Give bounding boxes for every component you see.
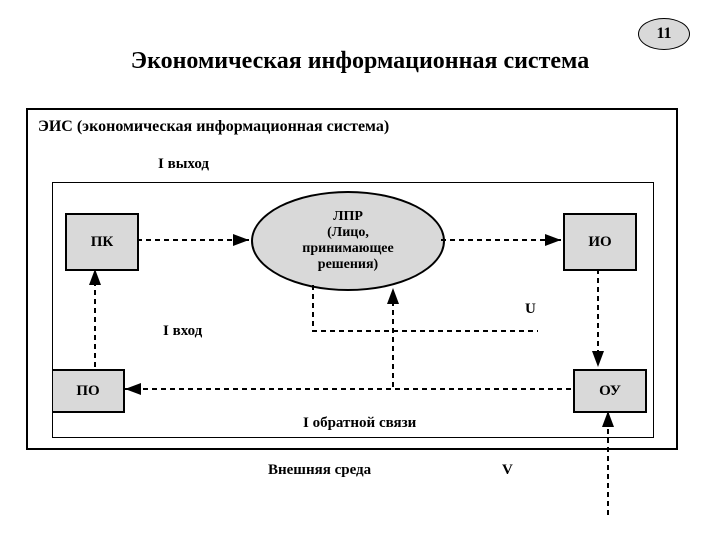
edge-oy-lpr-feedback	[393, 288, 571, 389]
node-po-label: ПО	[76, 383, 99, 400]
node-io-label: ИО	[588, 234, 611, 251]
label-v: V	[502, 462, 513, 479]
node-io: ИО	[563, 213, 637, 271]
page-title: Экономическая информационная система	[0, 48, 720, 75]
node-pk: ПК	[65, 213, 139, 271]
outer-frame: ЭИС (экономическая информационная систем…	[26, 108, 678, 450]
label-env: Внешняя среда	[268, 462, 371, 479]
label-i-in: I вход	[163, 323, 202, 340]
node-oy-label: ОУ	[599, 383, 621, 400]
label-i-out: I выход	[158, 156, 209, 173]
label-u: U	[525, 301, 536, 318]
page-number-badge: 11	[638, 18, 690, 50]
node-lpr: ЛПР (Лицо, принимающее решения)	[251, 191, 445, 291]
node-pk-label: ПК	[91, 234, 114, 251]
node-oy: ОУ	[573, 369, 647, 413]
subtitle: ЭИС (экономическая информационная систем…	[38, 118, 389, 136]
inner-frame: ПК ЛПР (Лицо, принимающее решения) ИО ПО…	[52, 182, 654, 438]
label-i-feedback: I обратной связи	[303, 415, 416, 432]
node-po: ПО	[53, 369, 125, 413]
edge-lpr-down-branch	[313, 285, 538, 331]
node-lpr-label: ЛПР (Лицо, принимающее решения)	[302, 209, 393, 273]
